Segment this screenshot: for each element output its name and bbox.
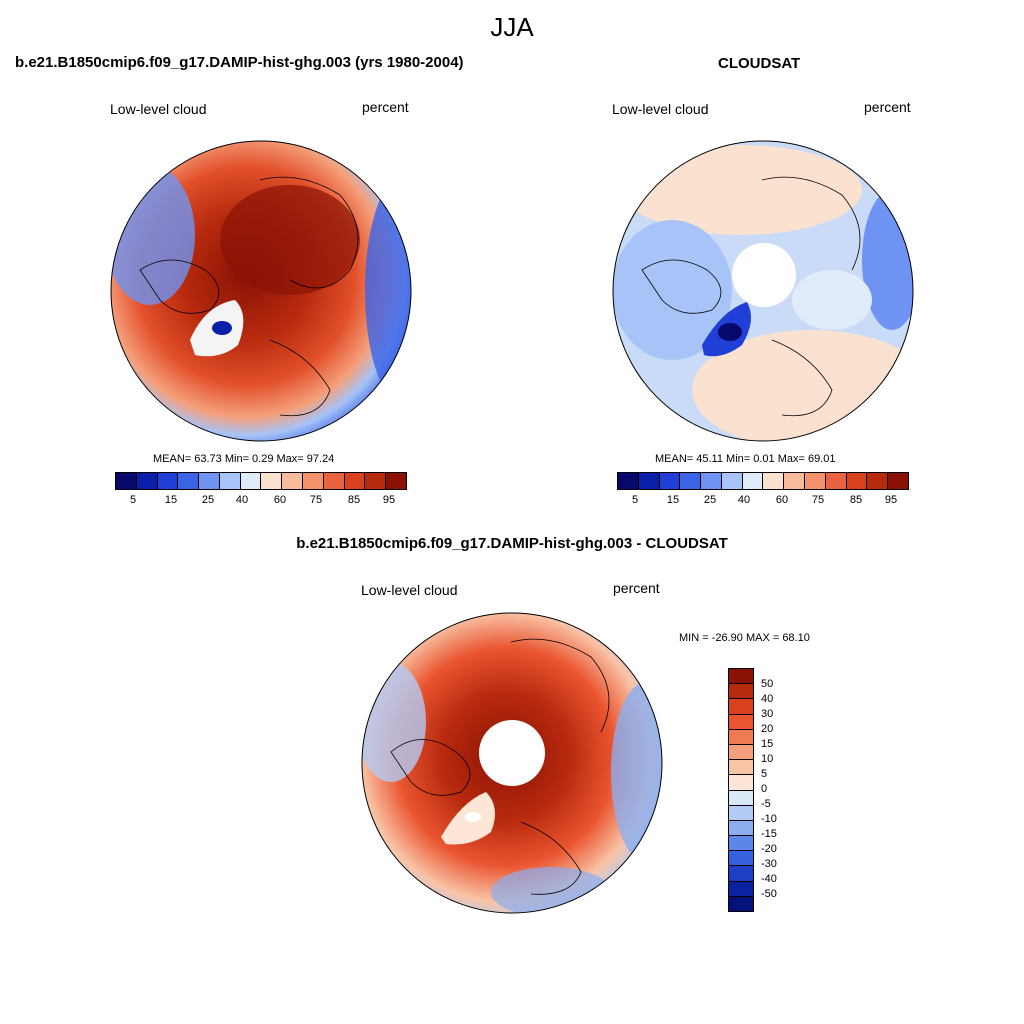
diff-polar-map (361, 612, 663, 914)
obs-colorbar (617, 472, 909, 490)
diff-colorbar-tick: -20 (761, 843, 777, 855)
diff-colorbar-tick: 40 (761, 693, 774, 705)
model-panel-title: b.e21.B1850cmip6.f09_g17.DAMIP-hist-ghg.… (15, 54, 464, 71)
diff-panel-title: b.e21.B1850cmip6.f09_g17.DAMIP-hist-ghg.… (296, 535, 728, 552)
model-colorbar-tick: 15 (164, 494, 178, 506)
diff-colorbar-tick: -40 (761, 873, 777, 885)
diff-colorbar-tick: 0 (761, 783, 768, 795)
diff-colorbar-tick: 15 (761, 738, 774, 750)
obs-polar-map (612, 140, 914, 442)
obs-colorbar-tick: 5 (631, 494, 639, 506)
diff-colorbar-tick: 50 (761, 678, 774, 690)
diff-colorbar-tick: -5 (761, 798, 771, 810)
diff-min-max: MIN = -26.90 MAX = 68.10 (679, 632, 810, 644)
diff-colorbar-tick: -50 (761, 888, 777, 900)
diff-colorbar-tick: 5 (761, 768, 768, 780)
model-colorbar-tick: 85 (347, 494, 361, 506)
obs-panel-title: CLOUDSAT (718, 55, 801, 72)
figure-title: JJA (490, 12, 534, 42)
model-colorbar-tick: 60 (273, 494, 287, 506)
model-left-label: Low-level cloud (110, 101, 207, 117)
diff-left-label: Low-level cloud (361, 582, 458, 598)
diff-colorbar-tick: 30 (761, 708, 774, 720)
diff-colorbar-tick: -30 (761, 858, 777, 870)
model-colorbar-tick: 40 (235, 494, 249, 506)
model-colorbar-tick: 5 (129, 494, 137, 506)
model-colorbar (115, 472, 407, 490)
model-colorbar-tick: 25 (201, 494, 215, 506)
model-polar-map (110, 140, 412, 442)
obs-colorbar-tick: 40 (737, 494, 751, 506)
diff-colorbar-tick: -15 (761, 828, 777, 840)
obs-units-label: percent (864, 99, 911, 115)
obs-colorbar-tick: 85 (849, 494, 863, 506)
obs-left-label: Low-level cloud (612, 101, 709, 117)
obs-colorbar-tick: 15 (666, 494, 680, 506)
obs-colorbar-tick: 95 (884, 494, 898, 506)
model-stats: MEAN= 63.73 Min= 0.29 Max= 97.24 (153, 453, 335, 465)
diff-colorbar-tick: -10 (761, 813, 777, 825)
diff-colorbar (728, 668, 754, 912)
obs-stats: MEAN= 45.11 Min= 0.01 Max= 69.01 (655, 453, 836, 465)
model-colorbar-tick: 75 (309, 494, 323, 506)
diff-colorbar-tick: 20 (761, 723, 774, 735)
obs-colorbar-tick: 60 (775, 494, 789, 506)
model-colorbar-tick: 95 (382, 494, 396, 506)
diff-colorbar-tick: 10 (761, 753, 774, 765)
obs-colorbar-tick: 75 (811, 494, 825, 506)
diff-units-label: percent (613, 580, 660, 596)
obs-colorbar-tick: 25 (703, 494, 717, 506)
model-units-label: percent (362, 99, 409, 115)
